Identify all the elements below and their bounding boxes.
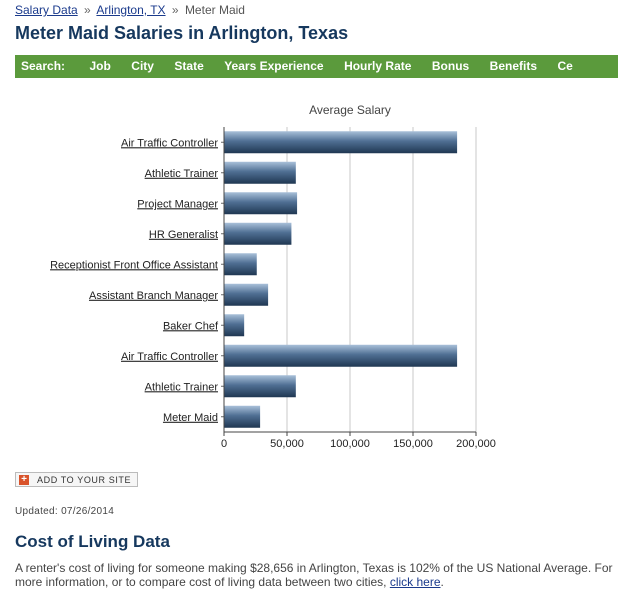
bar [224,222,292,245]
breadcrumb-separator: » [171,3,179,17]
category-label[interactable]: HR Generalist [149,229,218,241]
category-label[interactable]: Assistant Branch Manager [89,290,218,302]
updated-date: Updated: 07/26/2014 [15,506,115,517]
search-nav-label: Search: [21,59,66,73]
plus-icon: + [19,474,29,485]
search-nav-state[interactable]: State [174,59,204,73]
breadcrumb-separator: » [84,3,91,17]
breadcrumb-location-link[interactable]: Arlington, TX [96,3,166,17]
category-label[interactable]: Receptionist Front Office Assistant [50,259,218,271]
x-tick-label: 0 [221,438,227,450]
search-nav-job[interactable]: Job [89,59,111,73]
bar [224,253,257,276]
bar [224,283,269,306]
search-nav-ce[interactable]: Ce [557,59,573,73]
bar [224,405,261,428]
cost-of-living-body: A renter's cost of living for someone ma… [15,561,613,589]
breadcrumb: Salary Data » Arlington, TX » Meter Maid [15,3,245,17]
x-tick-label: 150,000 [393,438,433,450]
add-to-your-site-label: ADD TO YOUR SITE [37,474,132,485]
bar [224,131,458,154]
search-nav-bar: Search: Job City State Years Experience … [15,55,618,78]
category-label[interactable]: Baker Chef [163,320,219,332]
bar [224,192,298,215]
category-label[interactable]: Athletic Trainer [145,381,219,393]
cost-of-living-period: . [440,575,444,589]
category-label[interactable]: Project Manager [137,198,218,210]
chart-svg: Average Salary Air Traffic Controller Athl… [50,103,496,450]
add-to-your-site-button[interactable]: + ADD TO YOUR SITE [15,472,139,487]
search-nav-bonus[interactable]: Bonus [431,59,470,73]
breadcrumb-salary-data-link[interactable]: Salary Data [15,3,78,17]
category-label[interactable]: Meter Maid [163,412,218,424]
bar [224,314,245,337]
x-tick-label: 200,000 [456,438,496,450]
cost-of-living-title: Cost of Living Data [15,532,170,551]
breadcrumb-current: Meter Maid [184,3,245,17]
x-tick-label: 50,000 [270,438,304,450]
x-tick-label: 100,000 [330,438,370,450]
search-nav-hourly-rate[interactable]: Hourly Rate [344,59,412,73]
bar [224,375,296,398]
category-label[interactable]: Air Traffic Controller [121,351,218,363]
search-nav-years-experience[interactable]: Years Experience [224,59,324,73]
average-salary-chart: Average Salary Air Traffic Controller Athl… [0,98,618,458]
click-here-link[interactable]: click here [389,575,441,589]
bar [224,344,458,367]
bar [224,161,296,184]
category-label[interactable]: Air Traffic Controller [121,137,218,149]
category-label[interactable]: Athletic Trainer [145,168,219,180]
search-nav-city[interactable]: City [131,59,154,73]
chart-title: Average Salary [309,103,391,117]
cost-of-living-text: A renter's cost of living for someone ma… [15,561,615,589]
search-nav-benefits[interactable]: Benefits [489,59,538,73]
page-title: Meter Maid Salaries in Arlington, Texas [15,23,349,43]
